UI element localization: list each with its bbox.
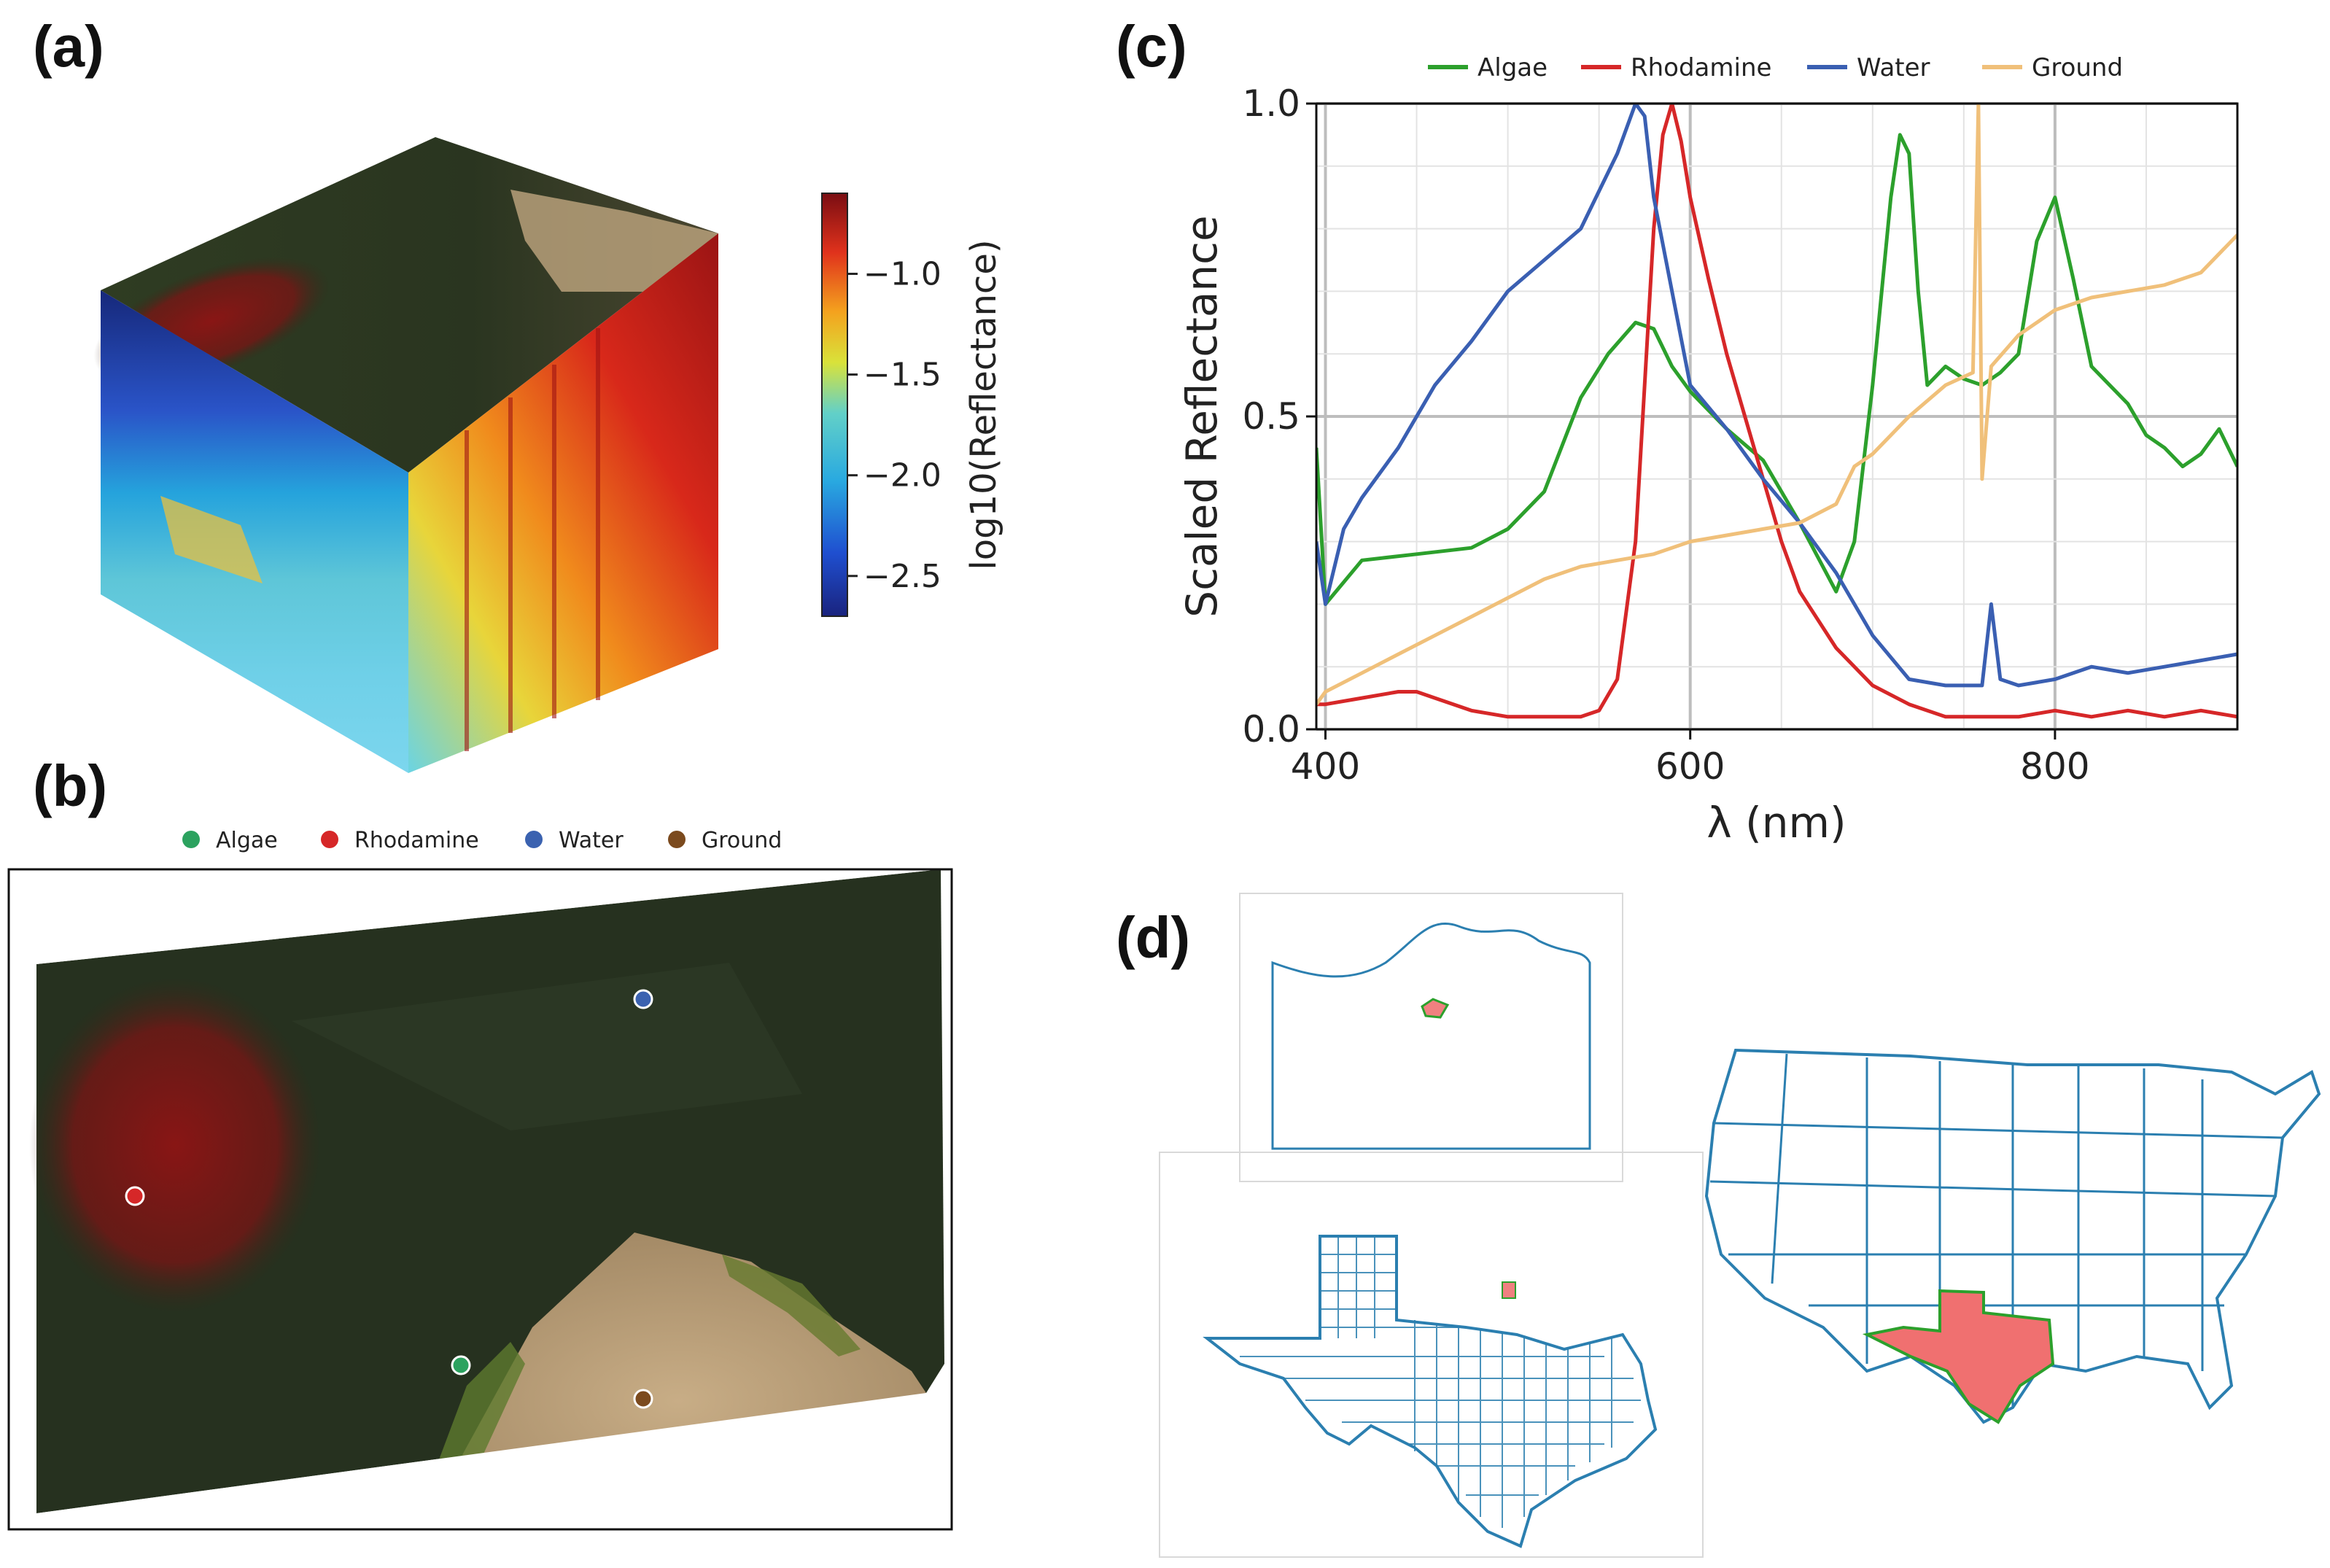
legend-label-ground: Ground <box>702 828 782 853</box>
colorbar-tick-label: −1.5 <box>863 357 941 394</box>
cube-shore <box>510 190 718 292</box>
y-tick-label: 0.5 <box>1242 395 1300 438</box>
spectra-chart: 400 600 800 0.0 0.5 1.0 λ (nm) Scaled Reflect… <box>1177 53 2239 847</box>
x-tick-label: 400 <box>1291 745 1360 788</box>
panel-label-a: (a) <box>33 14 104 79</box>
legend-label-rhodamine: Rhodamine <box>1631 53 1771 82</box>
sample-point-ground <box>633 1389 653 1409</box>
legend-item-water: Water <box>525 828 624 853</box>
sample-point-water <box>633 989 653 1009</box>
series-line-water <box>1316 104 2237 688</box>
chart-ticks: 400 600 800 0.0 0.5 1.0 <box>1242 82 2089 788</box>
chart-legend: Algae Rhodamine Water Ground <box>1428 53 2123 82</box>
map-vegetation-edge <box>722 1254 861 1357</box>
cube-front-face <box>101 290 408 773</box>
series-line-algae <box>1316 133 2237 606</box>
legend-label-ground: Ground <box>2032 53 2123 82</box>
texas-inset-frame <box>1159 1152 1704 1558</box>
cube-side-stripes <box>465 328 600 751</box>
county-inset <box>1239 893 1623 1182</box>
county-site <box>1421 998 1450 1019</box>
panel-label-c: (c) <box>1116 14 1187 79</box>
colorbar-tick-label: −2.5 <box>863 558 941 595</box>
legend-label-algae: Algae <box>1477 53 1547 82</box>
colorbar: −1.0 −1.5 −2.0 −2.5 log10(Reflectance) <box>821 193 1004 617</box>
county-outline <box>1271 922 1591 1150</box>
map-white-corner <box>9 869 941 964</box>
legend-item-algae: Algae <box>182 828 278 853</box>
x-tick-label: 800 <box>2020 745 2089 788</box>
colorbar-tick-label: −2.0 <box>863 457 941 494</box>
cube-side-face <box>408 233 718 773</box>
panel-label-d: (d) <box>1116 905 1191 970</box>
colorbar-label: log10(Reflectance) <box>963 239 1004 570</box>
sample-point-algae <box>451 1355 471 1375</box>
y-tick-label: 1.0 <box>1242 82 1300 125</box>
texas-counties-map <box>1159 1152 1704 1558</box>
legend-marker-algae <box>182 831 200 848</box>
chart-series <box>1316 104 2237 719</box>
panel-label-b: (b) <box>33 753 108 818</box>
usa-states-map <box>1704 1048 2321 1424</box>
texas-outline <box>1203 1235 1658 1548</box>
colorbar-tick-label: −1.0 <box>863 255 941 292</box>
cube-front-feature <box>160 496 263 583</box>
legend-label-rhodamine: Rhodamine <box>354 828 479 853</box>
chart-ylabel: Scaled Reflectance <box>1177 215 1227 617</box>
hyperspectral-cube <box>93 137 718 773</box>
x-tick-label: 600 <box>1655 745 1725 788</box>
y-tick-label: 0.0 <box>1242 708 1300 750</box>
legend-marker-water <box>525 831 543 848</box>
legend-label-algae: Algae <box>216 828 278 853</box>
map-water-light <box>292 963 802 1130</box>
legend-marker-ground <box>668 831 686 848</box>
legend-marker-rhodamine <box>321 831 338 848</box>
series-line-rhodamine <box>1316 104 2237 719</box>
usa-state-borders <box>1709 1053 2283 1408</box>
colorbar-gradient <box>821 193 848 617</box>
texas-site-county <box>1502 1281 1516 1299</box>
colorbar-ticks: −1.0 −1.5 −2.0 −2.5 <box>847 255 941 595</box>
map-border <box>7 868 953 1531</box>
legend-label-water: Water <box>559 828 624 853</box>
sample-point-rhodamine <box>125 1186 145 1206</box>
map-rhodamine-plume <box>29 977 321 1313</box>
legend-item-ground: Ground <box>668 828 782 853</box>
chart-grid <box>1316 102 2238 731</box>
map-legend: Algae Rhodamine Water Ground <box>182 828 782 853</box>
location-maps <box>1159 893 2321 1558</box>
legend-label-water: Water <box>1857 53 1930 82</box>
orthomosaic-map <box>7 868 953 1531</box>
series-line-ground <box>1316 104 2237 706</box>
texas-county-grid <box>1240 1236 1641 1528</box>
chart-xlabel: λ (nm) <box>1706 798 1846 847</box>
legend-item-rhodamine: Rhodamine <box>321 828 479 853</box>
usa-texas-highlight <box>1862 1289 2055 1424</box>
map-white-bottom <box>9 1393 952 1529</box>
